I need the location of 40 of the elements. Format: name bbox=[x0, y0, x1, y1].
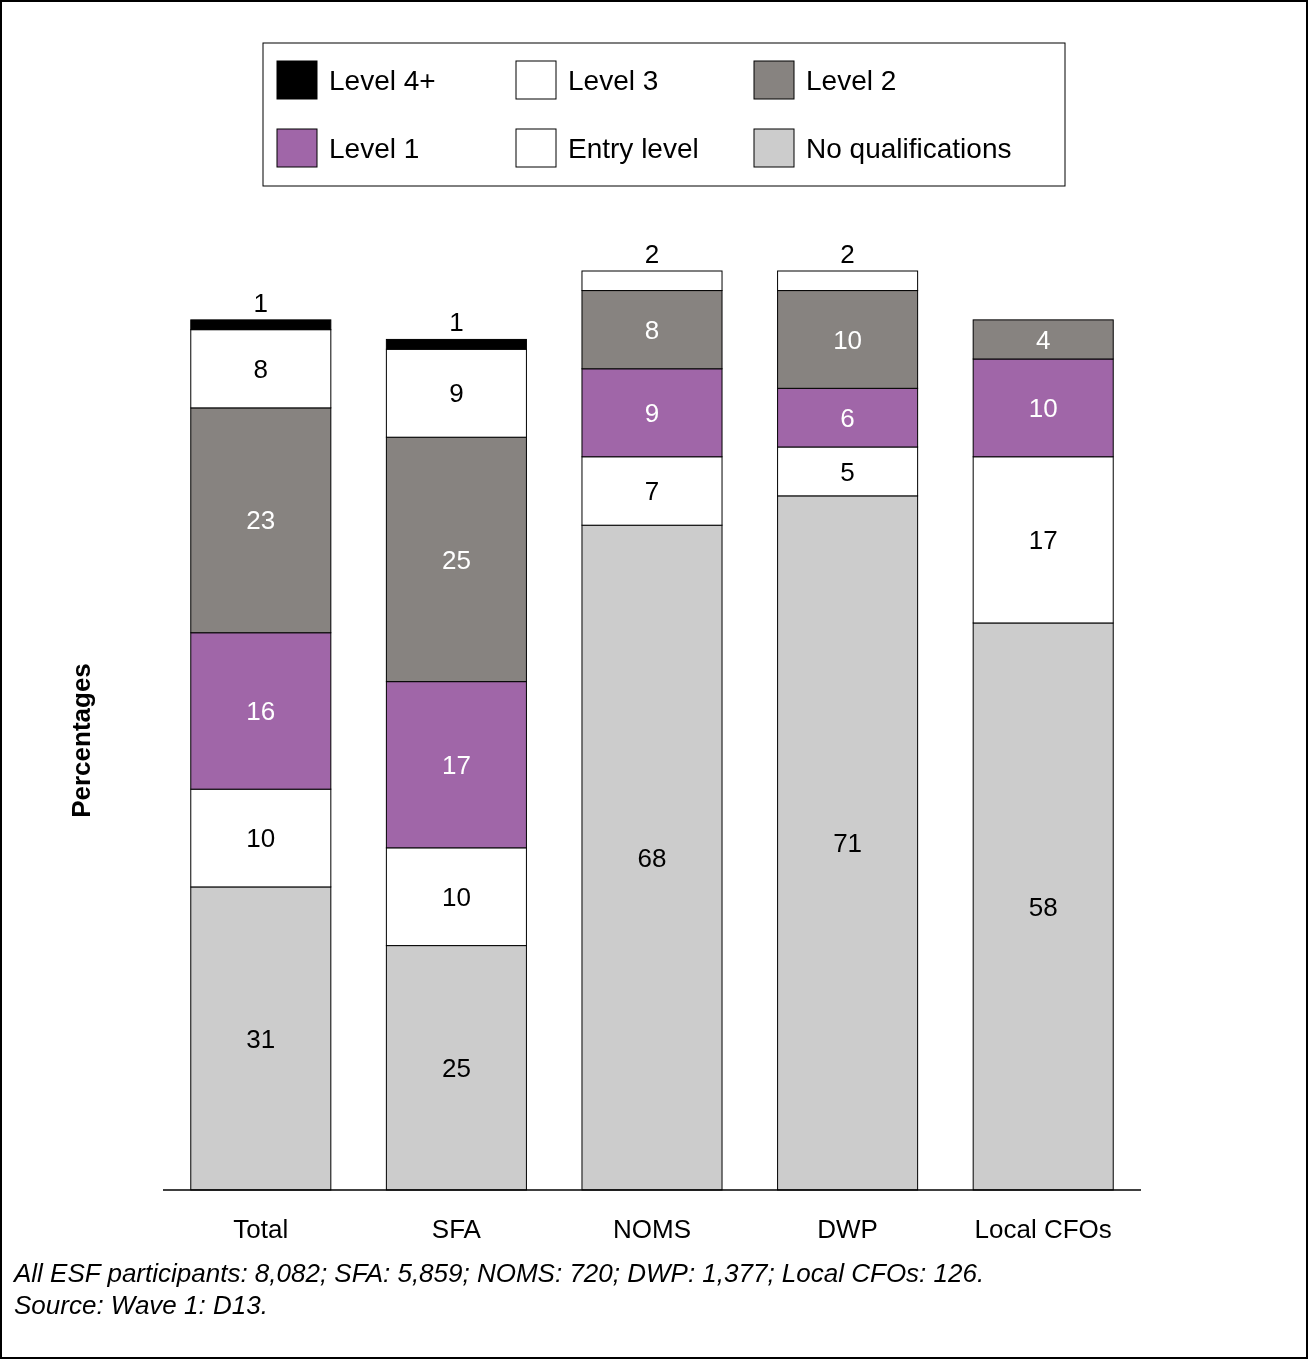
data-label: 23 bbox=[246, 505, 276, 536]
data-label: 25 bbox=[441, 544, 471, 575]
data-label: 6 bbox=[840, 402, 855, 433]
data-label: 10 bbox=[441, 881, 471, 912]
data-label: 7 bbox=[644, 476, 660, 507]
data-label: 10 bbox=[1028, 392, 1058, 423]
data-label: 4 bbox=[1035, 324, 1051, 355]
text: All ESF participants: 8,082; SFA: 5,859; NOMS: 720; DWP: 1,377; Local CFOs: 126. bbox=[12, 1258, 985, 1288]
data-label: 9 bbox=[449, 378, 464, 409]
data-label: 10 bbox=[833, 324, 863, 355]
legend-label: Level 1 bbox=[329, 132, 420, 164]
data-label: 8 bbox=[644, 314, 660, 345]
legend-label: Entry level bbox=[568, 132, 699, 164]
data-label: 16 bbox=[246, 696, 276, 727]
x-tick-label: Local CFOs bbox=[974, 1214, 1112, 1244]
x-tick-label: NOMS bbox=[613, 1214, 691, 1244]
legend-label: Level 2 bbox=[806, 64, 897, 96]
data-label: 10 bbox=[246, 823, 276, 854]
data-label: 31 bbox=[246, 1023, 276, 1054]
data-label: 25 bbox=[441, 1052, 471, 1083]
data-label: 17 bbox=[441, 749, 471, 780]
data-label: 71 bbox=[833, 828, 863, 859]
data-label: 5 bbox=[840, 456, 855, 487]
data-label: 58 bbox=[1028, 891, 1058, 922]
data-label: 1 bbox=[253, 287, 269, 318]
data-label: 17 bbox=[1028, 524, 1058, 555]
data-label: 68 bbox=[637, 842, 667, 873]
x-tick-label: SFA bbox=[431, 1214, 482, 1244]
data-label: 1 bbox=[449, 307, 464, 338]
data-label: 8 bbox=[253, 353, 269, 384]
x-tick-label: DWP bbox=[817, 1214, 878, 1244]
y-axis-title: Percentages bbox=[66, 663, 96, 818]
data-label: 2 bbox=[840, 239, 855, 269]
data-label: 9 bbox=[644, 397, 660, 428]
data-label: 2 bbox=[644, 239, 660, 269]
legend-label: Level 3 bbox=[568, 64, 659, 96]
source-note: Source: Wave 1: D13. bbox=[14, 1290, 268, 1320]
legend-label: No qualifications bbox=[806, 132, 1012, 164]
legend-label: Level 4+ bbox=[329, 64, 436, 96]
x-tick-label: Total bbox=[233, 1214, 289, 1244]
